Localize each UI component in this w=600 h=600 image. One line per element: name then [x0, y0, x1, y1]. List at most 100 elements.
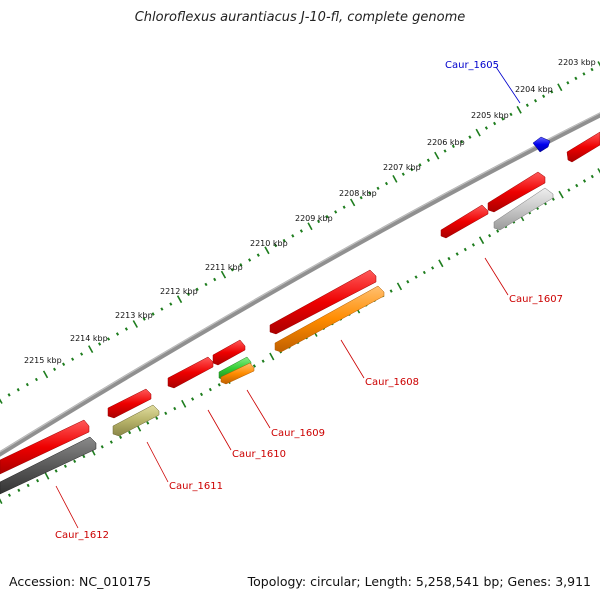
gene-label-caur-1607[interactable]: Caur_1607 [509, 294, 563, 305]
minor-tick [426, 158, 430, 162]
major-tick [176, 295, 183, 304]
minor-tick [384, 181, 389, 186]
gene-caur-1605[interactable] [532, 136, 551, 153]
major-tick [307, 222, 313, 231]
minor-tick [169, 302, 173, 306]
gene-label-caur-1605[interactable]: Caur_1605 [445, 60, 499, 71]
kbp-label: 2212 kbp [160, 287, 198, 296]
gene-caur-1608-group[interactable] [269, 269, 385, 353]
minor-tick [463, 247, 467, 252]
minor-tick [142, 317, 146, 321]
major-tick [220, 270, 227, 279]
minor-tick [186, 292, 190, 296]
minor-tick [455, 252, 459, 256]
gene-label-leaders [55, 66, 521, 529]
minor-tick [7, 493, 11, 497]
major-tick [0, 398, 3, 404]
kbp-label: 2213 kbp [115, 311, 153, 320]
minor-tick [299, 229, 303, 233]
minor-tick [82, 454, 86, 459]
kbp-label: 2205 kbp [471, 111, 509, 120]
minor-tick [34, 377, 38, 382]
minor-tick [54, 469, 58, 473]
minor-tick [7, 393, 11, 397]
gene-label-caur-1609[interactable]: Caur_1609 [271, 428, 325, 439]
minor-tick [325, 214, 329, 219]
gene-label-caur-1611[interactable]: Caur_1611 [169, 481, 223, 492]
gene-label-caur-1610[interactable]: Caur_1610 [232, 449, 286, 460]
minor-tick [443, 149, 447, 153]
minor-tick [368, 191, 372, 195]
minor-tick [17, 488, 21, 492]
accession-text: Accession: NC_010175 [9, 574, 152, 589]
minor-tick [376, 186, 380, 190]
kbp-label: 2214 kbp [70, 334, 108, 343]
major-tick [597, 168, 600, 174]
minor-tick [590, 174, 594, 179]
major-tick [557, 83, 563, 92]
minor-tick [334, 210, 338, 214]
major-tick [475, 128, 481, 137]
minor-tick [80, 352, 84, 356]
gene-caur-1606[interactable] [566, 131, 600, 163]
gene-caur-1610-group[interactable] [167, 356, 214, 389]
minor-tick [468, 135, 472, 139]
minor-tick [217, 383, 221, 387]
minor-tick [73, 459, 77, 463]
major-tick [597, 61, 600, 67]
minor-tick [567, 188, 571, 192]
minor-tick [62, 362, 66, 366]
outer-tick-ring [0, 61, 600, 404]
minor-tick [471, 243, 475, 247]
minor-tick [195, 287, 199, 292]
minor-tick [533, 99, 538, 103]
major-tick [132, 320, 138, 328]
minor-tick [501, 117, 505, 121]
minor-tick [431, 266, 435, 270]
major-tick [396, 282, 403, 291]
minor-tick [509, 112, 513, 117]
minor-tick [100, 445, 104, 449]
major-tick [438, 259, 444, 268]
minor-tick [107, 337, 111, 341]
major-tick [350, 198, 356, 207]
gene-caur-1609-group[interactable] [212, 339, 255, 385]
kbp-label: 2208 kbp [339, 189, 377, 198]
minor-tick [551, 197, 555, 201]
minor-tick [550, 90, 554, 94]
minor-tick [151, 312, 155, 316]
major-tick [88, 345, 94, 353]
minor-tick [582, 179, 587, 183]
gene-caur-1607-group[interactable] [440, 171, 554, 239]
minor-tick [359, 196, 363, 200]
minor-tick [389, 289, 393, 293]
minor-tick [342, 205, 346, 209]
minor-tick [496, 229, 500, 233]
kbp-scale-labels: 2203 kbp 2204 kbp 2205 kbp 2206 kbp 2207… [24, 58, 596, 365]
gene-label-caur-1608[interactable]: Caur_1608 [365, 377, 419, 388]
minor-tick [418, 163, 422, 167]
minor-tick [173, 406, 177, 411]
minor-tick [164, 411, 168, 416]
minor-tick [493, 121, 497, 126]
minor-tick [414, 275, 418, 279]
minor-tick [155, 416, 159, 420]
minor-tick [574, 76, 578, 81]
minor-tick [447, 256, 451, 261]
kbp-label: 2211 kbp [205, 263, 243, 272]
minor-tick [525, 103, 529, 107]
minor-tick [26, 483, 30, 488]
gene-caur-1611-group[interactable] [107, 388, 160, 437]
kbp-label: 2210 kbp [250, 239, 288, 248]
gene-label-caur-1612[interactable]: Caur_1612 [55, 530, 109, 541]
minor-tick [191, 397, 195, 401]
gene-caur-1612-group[interactable] [0, 419, 97, 495]
major-tick [434, 151, 440, 160]
major-tick [516, 105, 522, 114]
minor-tick [204, 282, 208, 287]
genome-backbone [0, 112, 600, 457]
minor-tick [36, 478, 40, 483]
major-tick [181, 399, 187, 408]
minor-tick [230, 268, 234, 272]
